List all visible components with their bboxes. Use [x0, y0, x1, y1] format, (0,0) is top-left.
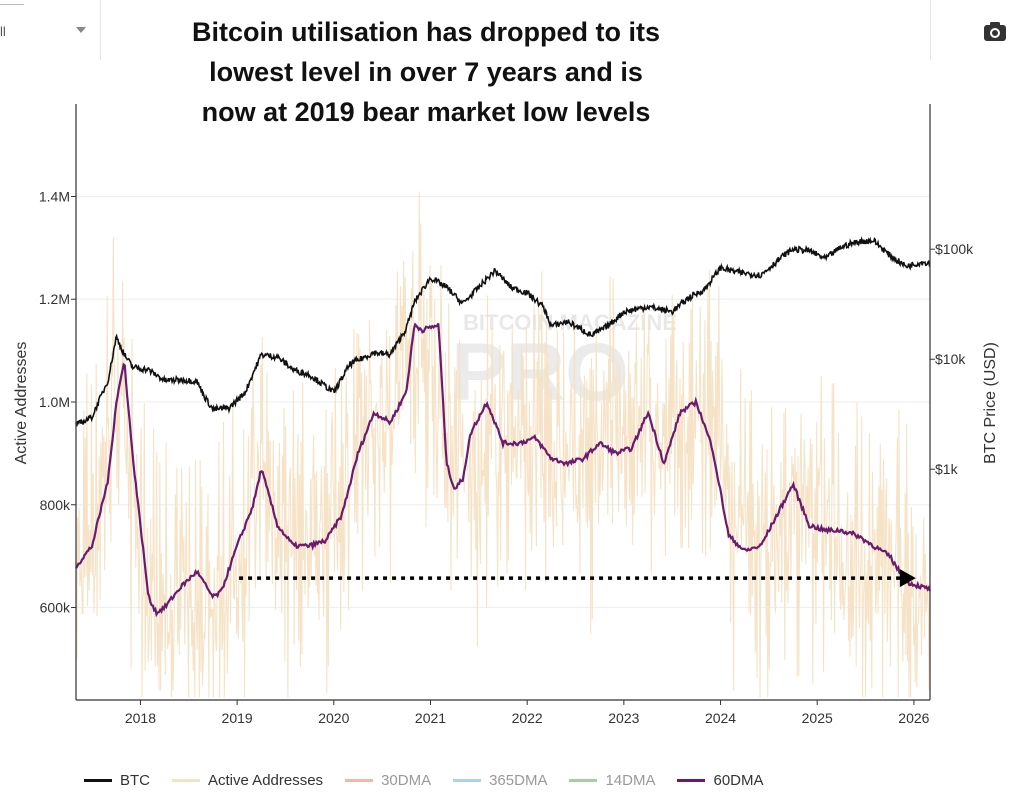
legend-item-active-addresses[interactable]: Active Addresses	[172, 772, 323, 789]
top-toolbar: ll	[0, 0, 1024, 60]
series-60dma-line	[75, 322, 932, 618]
series-60dma-group	[75, 322, 932, 618]
x-tick-label-5: 2023	[608, 710, 639, 726]
series-active-addresses-group	[75, 191, 931, 698]
chart-selector-dropdown[interactable]: ll	[0, 0, 101, 60]
x-tick-label-6: 2024	[705, 710, 736, 726]
left-axis-label: Active Addresses	[13, 342, 30, 465]
legend-swatch	[569, 778, 598, 782]
legend-swatch	[172, 778, 200, 782]
right-axis-label: BTC Price (USD)	[982, 342, 999, 464]
grid-lines	[76, 195, 930, 609]
x-tick-label-0: 2018	[125, 710, 156, 726]
tick-labels: 600k 800k 1.0M 1.2M 1.4M $1k $10k $100k 2018 2019…	[39, 188, 974, 726]
toolbar-cell-right	[930, 0, 1024, 60]
legend: BTC Active Addresses 30DMA 365DMA 14DMA 60DMA	[84, 768, 786, 792]
chevron-down-icon	[76, 27, 86, 33]
legend-label: Active Addresses	[208, 771, 324, 789]
legend-item-60dma[interactable]: 60DMA	[677, 771, 764, 789]
legend-item-btc[interactable]: BTC	[84, 772, 150, 789]
left-tick-label-3: 1.2M	[39, 291, 70, 307]
annotation-arrowhead	[899, 569, 916, 588]
legend-item-30dma[interactable]: 30DMA	[345, 772, 431, 789]
right-tick-label-0: $1k	[935, 461, 959, 477]
left-tick-label-0: 600k	[40, 600, 71, 616]
right-tick-label-2: $100k	[935, 241, 974, 257]
x-tick-label-1: 2019	[222, 710, 253, 726]
legend-label: 30DMA	[381, 771, 432, 789]
legend-swatch	[453, 778, 482, 782]
series-active-addresses-line	[75, 191, 931, 698]
x-tick-label-4: 2022	[512, 710, 543, 726]
legend-item-365dma[interactable]: 365DMA	[453, 772, 547, 789]
chart-selector-value: ll	[0, 24, 6, 39]
chart-title-line-3: now at 2019 bear market low levels	[201, 97, 651, 127]
legend-swatch	[345, 778, 374, 782]
chart-canvas: BITCOIN MAGAZINE PRO 600k800k1.0M1.2M1.4…	[13, 104, 999, 726]
right-tick-label-1: $10k	[935, 351, 966, 367]
legend-label: 365DMA	[489, 771, 548, 789]
legend-label: 60DMA	[713, 771, 764, 789]
chart-title: Bitcoin utilisation has dropped to its l…	[126, 12, 726, 132]
selector-top-fragment	[0, 0, 24, 5]
chart-title-line-2: lowest level in over 7 years and is	[209, 57, 643, 87]
series-btc-group	[75, 236, 931, 427]
x-tick-label-7: 2025	[802, 710, 833, 726]
x-tick-label-3: 2021	[415, 710, 446, 726]
legend-swatch	[677, 778, 706, 782]
x-tick-label-2: 2020	[318, 710, 349, 726]
left-tick-label-1: 800k	[40, 497, 71, 513]
chart-title-line-1: Bitcoin utilisation has dropped to its	[191, 17, 660, 47]
legend-item-14dma[interactable]: 14DMA	[569, 772, 655, 789]
annotation-group	[239, 569, 916, 588]
x-tick-label-8: 2026	[898, 710, 929, 726]
legend-label: 14DMA	[605, 771, 656, 789]
left-tick-label-4: 1.4M	[39, 188, 70, 204]
series-btc-line	[75, 236, 931, 427]
legend-label: BTC	[120, 771, 150, 789]
legend-swatch	[84, 778, 112, 782]
camera-icon[interactable]	[983, 20, 1007, 42]
left-tick-label-2: 1.0M	[39, 394, 70, 410]
